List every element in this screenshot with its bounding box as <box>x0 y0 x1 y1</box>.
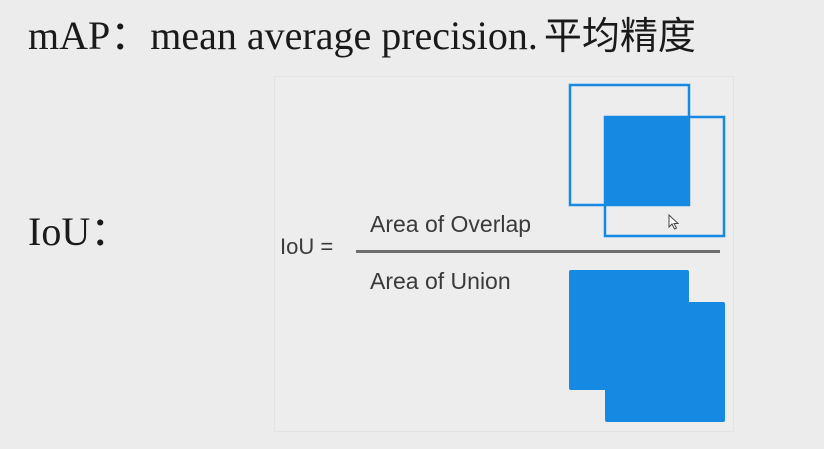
union-illustration <box>569 270 725 422</box>
fraction-bar <box>356 250 720 253</box>
mouse-cursor-icon <box>668 213 680 230</box>
union-box-b <box>605 302 725 422</box>
overlap-illustration <box>568 83 726 238</box>
title-text: mAP：mean average precision. <box>28 13 538 58</box>
formula-lhs: IoU = <box>280 234 334 259</box>
overlap-area-fill <box>605 117 689 205</box>
box-a-outline <box>568 83 691 207</box>
title-chinese: 平均精度 <box>543 14 696 58</box>
page-title: mAP：mean average precision. 平均精度 <box>28 12 696 60</box>
box-b-outline <box>603 115 726 238</box>
formula-denominator: Area of Union <box>370 268 511 294</box>
iou-label: IoU： <box>28 209 131 254</box>
formula-numerator: Area of Overlap <box>370 211 532 237</box>
